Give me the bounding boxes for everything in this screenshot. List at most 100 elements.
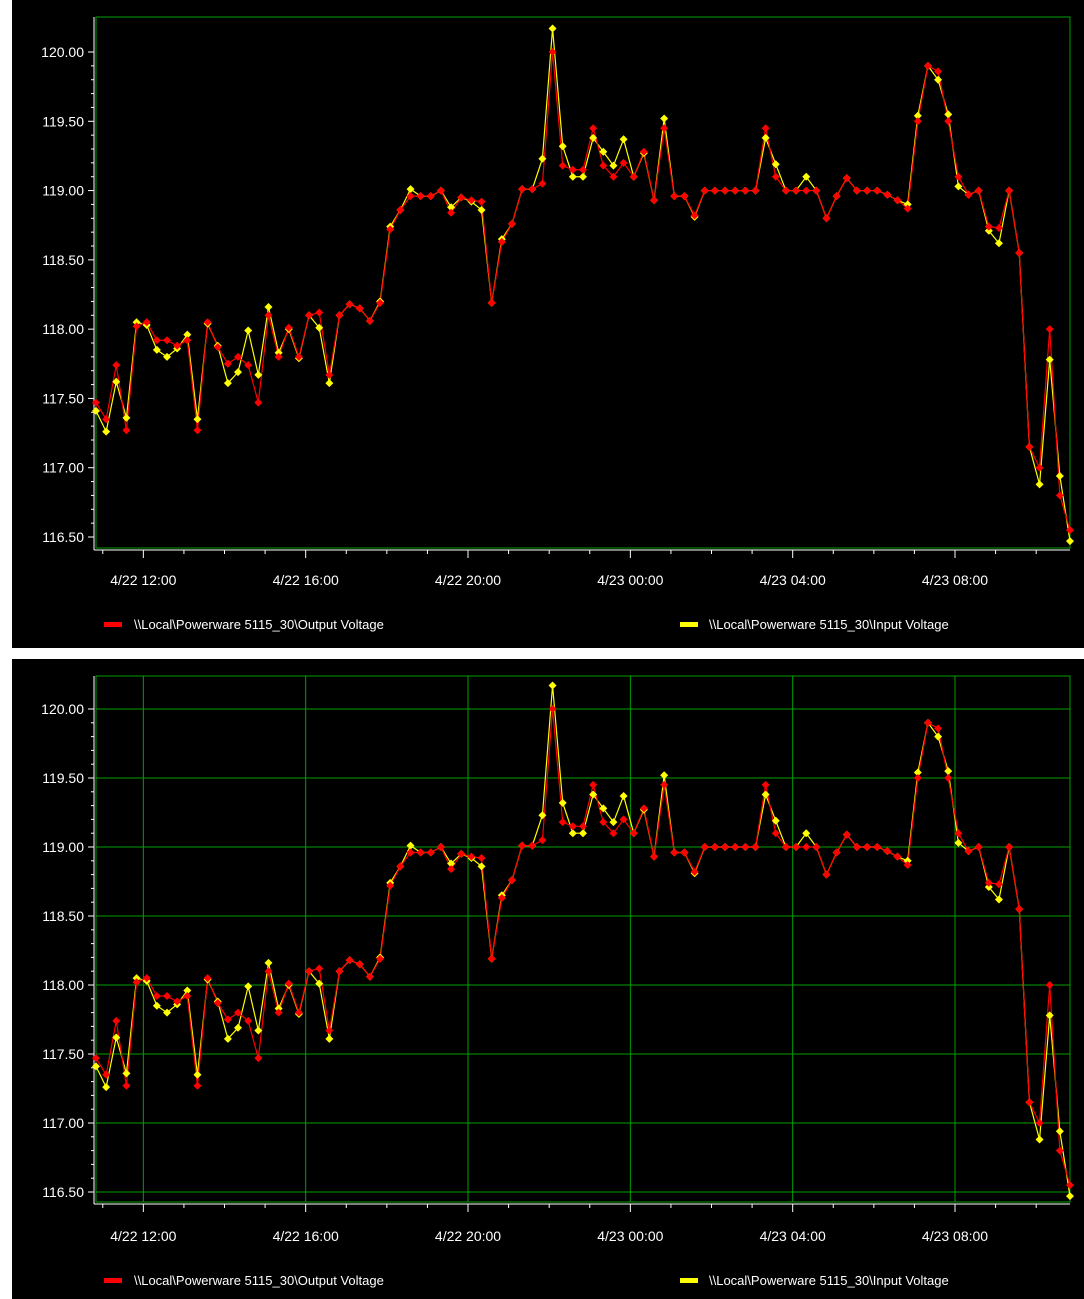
bottom-chart-y-tick-label: 116.50 [42, 1184, 84, 1200]
top-chart-input-voltage-point [1066, 537, 1074, 545]
top-chart-output-voltage-point [944, 117, 952, 125]
bottom-chart-legend-swatch-input [680, 1278, 698, 1283]
bottom-chart-output-voltage-point [163, 992, 171, 1000]
top-chart-output-voltage-point [1036, 464, 1044, 472]
top-chart-x-tick-label: 4/22 12:00 [110, 572, 176, 588]
top-chart-y-tick-label: 120.00 [41, 44, 84, 60]
top-chart-input-voltage-point [153, 346, 161, 354]
bottom-chart-x-tick-label: 4/22 20:00 [435, 1228, 501, 1244]
bottom-chart-output-voltage-point [660, 781, 668, 789]
top-chart-y-tick-label: 119.50 [42, 113, 84, 129]
top-chart-legend-swatch-input [680, 622, 698, 627]
top-chart-output-voltage-point [1025, 443, 1033, 451]
bottom-chart-output-voltage-point [954, 829, 962, 837]
bottom-chart-output-voltage-point [528, 842, 536, 850]
top-chart-input-voltage-point [620, 135, 628, 143]
top-chart-output-voltage-point [985, 223, 993, 231]
top-chart-output-voltage-point [1015, 249, 1023, 257]
top-chart-input-voltage-point [193, 415, 201, 423]
top-chart-output-voltage-point [762, 124, 770, 132]
top-chart-input-voltage-point [1036, 480, 1044, 488]
bottom-chart-output-voltage-point [193, 1082, 201, 1090]
voltage-chart-bottom-gridded: 120.00119.50119.00118.50118.00117.50117.… [12, 659, 1084, 1299]
bottom-chart-output-voltage-point [518, 842, 526, 850]
top-chart-output-voltage-point [660, 124, 668, 132]
top-chart-output-voltage-point [193, 426, 201, 434]
top-chart-output-voltage-point [711, 187, 719, 195]
top-chart-output-voltage-point [589, 124, 597, 132]
top-chart-output-voltage-point [427, 192, 435, 200]
top-chart-y-tick-label: 119.00 [42, 183, 84, 199]
top-chart-output-voltage-point [731, 187, 739, 195]
bottom-chart-x-tick-label: 4/22 12:00 [110, 1228, 176, 1244]
top-chart-output-voltage-point [508, 220, 516, 228]
bottom-chart-output-voltage-point [285, 980, 293, 988]
bottom-chart-output-voltage-point [863, 843, 871, 851]
bottom-chart-output-voltage-point [975, 843, 983, 851]
bottom-chart-output-voltage-point [214, 999, 222, 1007]
top-chart-output-voltage-point [254, 399, 262, 407]
bottom-chart-output-voltage-point [1015, 905, 1023, 913]
bottom-chart-output-voltage-point [275, 1009, 283, 1017]
bottom-chart-output-voltage-point [873, 843, 881, 851]
bottom-chart-output-voltage-point [1036, 1119, 1044, 1127]
top-chart-input-voltage-point [549, 24, 557, 32]
bottom-chart-output-voltage-point [427, 849, 435, 857]
top-chart-output-voltage-point [407, 192, 415, 200]
bottom-chart-output-voltage-point [833, 849, 841, 857]
top-chart-output-voltage-point [721, 187, 729, 195]
bottom-chart-y-tick-label: 120.00 [41, 701, 84, 717]
top-chart-y-tick-label: 116.50 [42, 529, 84, 545]
bottom-chart-input-voltage-point [549, 682, 557, 690]
bottom-chart-output-voltage-point [559, 818, 567, 826]
top-chart-output-voltage-point [914, 117, 922, 125]
bottom-chart-input-voltage-point [1056, 1127, 1064, 1135]
bottom-chart-output-voltage-point [640, 804, 648, 812]
bottom-chart-output-voltage-point [478, 854, 486, 862]
bottom-chart-output-voltage-point [437, 843, 445, 851]
bottom-chart-output-voltage-point [762, 781, 770, 789]
top-chart-output-voltage-point [396, 206, 404, 214]
bottom-chart-output-voltage-point [1005, 843, 1013, 851]
top-chart-output-voltage-point [873, 187, 881, 195]
top-chart-input-voltage-point [569, 173, 577, 181]
top-chart-input-voltage-point [538, 155, 546, 163]
bottom-chart-output-voltage-point [488, 955, 496, 963]
bottom-chart-legend-swatch-output [104, 1278, 122, 1283]
bottom-chart-input-voltage-point [538, 811, 546, 819]
top-chart-output-voltage-point [417, 192, 425, 200]
bottom-chart-output-voltage-point [721, 843, 729, 851]
top-chart-input-voltage-point [660, 115, 668, 123]
bottom-chart-output-voltage-point [751, 843, 759, 851]
bottom-chart-output-voltage-point [1066, 1181, 1074, 1189]
bottom-chart-output-voltage-point [934, 724, 942, 732]
top-chart-input-voltage-line [96, 28, 1070, 541]
bottom-chart-output-voltage-point [741, 843, 749, 851]
top-chart-y-tick-label: 118.00 [42, 321, 84, 337]
top-chart-output-voltage-point [447, 209, 455, 217]
top-chart-output-voltage-point [1066, 526, 1074, 534]
top-chart-output-voltage-point [975, 187, 983, 195]
top-chart-output-voltage-point [183, 336, 191, 344]
top-chart-input-voltage-point [579, 173, 587, 181]
top-chart-output-voltage-point [812, 187, 820, 195]
top-chart-y-tick-label: 117.00 [42, 460, 84, 476]
bottom-chart-output-voltage-point [467, 853, 475, 861]
top-chart-legend-label-input: \\Local\Powerware 5115_30\Input Voltage [709, 617, 949, 632]
bottom-chart-output-voltage-line [96, 709, 1070, 1185]
top-chart-x-tick-label: 4/23 08:00 [922, 572, 988, 588]
top-chart-output-voltage-point [863, 187, 871, 195]
bottom-chart-output-voltage-point [823, 871, 831, 879]
top-chart-input-voltage-point [559, 142, 567, 150]
top-chart-x-tick-label: 4/23 04:00 [760, 572, 826, 588]
top-chart-output-voltage-point [670, 192, 678, 200]
bottom-chart-output-voltage-point [944, 774, 952, 782]
top-chart-output-voltage-point [833, 192, 841, 200]
bottom-chart-output-voltage-point [122, 1082, 130, 1090]
top-chart-output-voltage-point [224, 360, 232, 368]
top-chart-x-tick-label: 4/23 00:00 [597, 572, 663, 588]
bottom-chart-output-voltage-point [589, 781, 597, 789]
top-chart-output-voltage-point [295, 353, 303, 361]
bottom-chart-output-voltage-point [914, 774, 922, 782]
top-chart-output-voltage-point [620, 159, 628, 167]
